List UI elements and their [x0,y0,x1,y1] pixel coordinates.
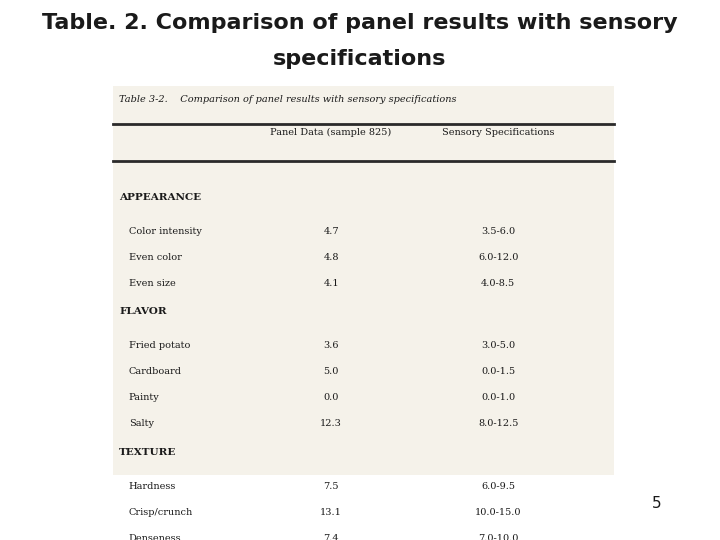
Text: 5: 5 [652,496,662,511]
Text: 0.0: 0.0 [323,393,339,402]
Text: 7.5: 7.5 [323,482,339,491]
Text: 0.0-1.5: 0.0-1.5 [481,367,516,376]
Text: Even size: Even size [129,279,176,288]
Text: Sensory Specifications: Sensory Specifications [442,128,554,137]
Text: 4.8: 4.8 [323,253,339,262]
Text: 12.3: 12.3 [320,419,342,428]
Text: Painty: Painty [129,393,160,402]
Text: Salty: Salty [129,419,154,428]
Text: Hardness: Hardness [129,482,176,491]
Text: Color intensity: Color intensity [129,227,202,236]
Text: 8.0-12.5: 8.0-12.5 [478,419,518,428]
Text: Even color: Even color [129,253,181,262]
Text: 4.1: 4.1 [323,279,339,288]
FancyBboxPatch shape [113,86,613,475]
Text: FLAVOR: FLAVOR [119,307,167,316]
Text: 7.4: 7.4 [323,534,339,540]
Text: Denseness: Denseness [129,534,181,540]
Text: TEXTURE: TEXTURE [119,448,176,457]
Text: APPEARANCE: APPEARANCE [119,193,201,201]
Text: 4.0-8.5: 4.0-8.5 [481,279,516,288]
Text: Panel Data (sample 825): Panel Data (sample 825) [271,128,392,137]
Text: 4.7: 4.7 [323,227,339,236]
Text: Table 3-2.    Comparison of panel results with sensory specifications: Table 3-2. Comparison of panel results w… [119,95,456,104]
Text: 10.0-15.0: 10.0-15.0 [475,508,521,517]
Text: 3.0-5.0: 3.0-5.0 [481,341,516,350]
Text: 0.0-1.0: 0.0-1.0 [481,393,516,402]
Text: specifications: specifications [274,49,446,69]
Text: 5.0: 5.0 [323,367,339,376]
Text: Table. 2. Comparison of panel results with sensory: Table. 2. Comparison of panel results wi… [42,13,678,33]
Text: 7.0-10.0: 7.0-10.0 [478,534,518,540]
Text: 3.5-6.0: 3.5-6.0 [481,227,516,236]
Text: Cardboard: Cardboard [129,367,181,376]
Text: 13.1: 13.1 [320,508,342,517]
Text: 3.6: 3.6 [323,341,339,350]
Text: 6.0-9.5: 6.0-9.5 [481,482,515,491]
Text: Crisp/crunch: Crisp/crunch [129,508,193,517]
Text: Fried potato: Fried potato [129,341,190,350]
Text: 6.0-12.0: 6.0-12.0 [478,253,518,262]
